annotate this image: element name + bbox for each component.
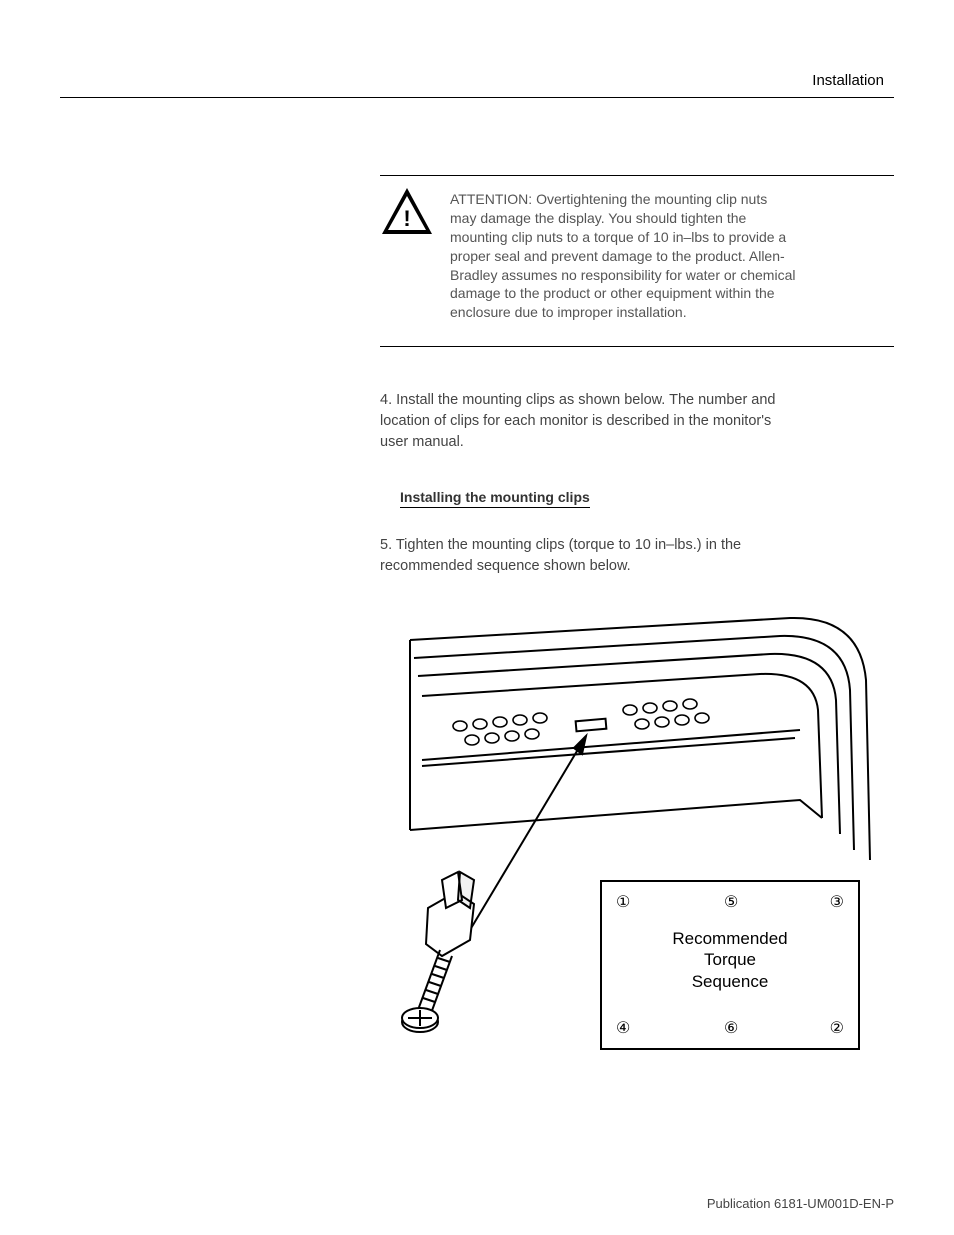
svg-text:!: ! bbox=[403, 206, 410, 231]
torque-sequence-box: ① ⑤ ③ Recommended Torque Sequence ④ ⑥ ② bbox=[600, 880, 860, 1050]
mounting-illustration: ① ⑤ ③ Recommended Torque Sequence ④ ⑥ ② bbox=[400, 610, 880, 1060]
torque-title: Recommended Torque Sequence bbox=[602, 928, 858, 992]
torque-pos-6: ⑥ bbox=[724, 1018, 738, 1038]
header-rule bbox=[60, 97, 894, 98]
attention-inner: ! ATTENTION: Overtightening the mounting… bbox=[380, 190, 894, 322]
page: Installation ! ATTENTION: Overtightening… bbox=[0, 0, 954, 1235]
attention-icon: ! bbox=[380, 186, 434, 241]
page-header: Installation bbox=[60, 72, 894, 98]
torque-pos-4: ④ bbox=[616, 1018, 630, 1038]
step-4-text: 4. Install the mounting clips as shown b… bbox=[380, 390, 894, 453]
torque-pos-1: ① bbox=[616, 892, 630, 912]
torque-pos-2: ② bbox=[830, 1018, 844, 1038]
figure-heading: Installing the mounting clips bbox=[400, 489, 590, 508]
attention-text: ATTENTION: Overtightening the mounting c… bbox=[450, 190, 894, 322]
torque-pos-5: ⑤ bbox=[724, 892, 738, 912]
section-title: Installation bbox=[60, 72, 894, 97]
step-5-text: 5. Tighten the mounting clips (torque to… bbox=[380, 535, 894, 577]
torque-pos-3: ③ bbox=[830, 892, 844, 912]
attention-block: ! ATTENTION: Overtightening the mounting… bbox=[380, 175, 894, 347]
publication-id: Publication 6181-UM001D-EN-P bbox=[707, 1196, 894, 1211]
